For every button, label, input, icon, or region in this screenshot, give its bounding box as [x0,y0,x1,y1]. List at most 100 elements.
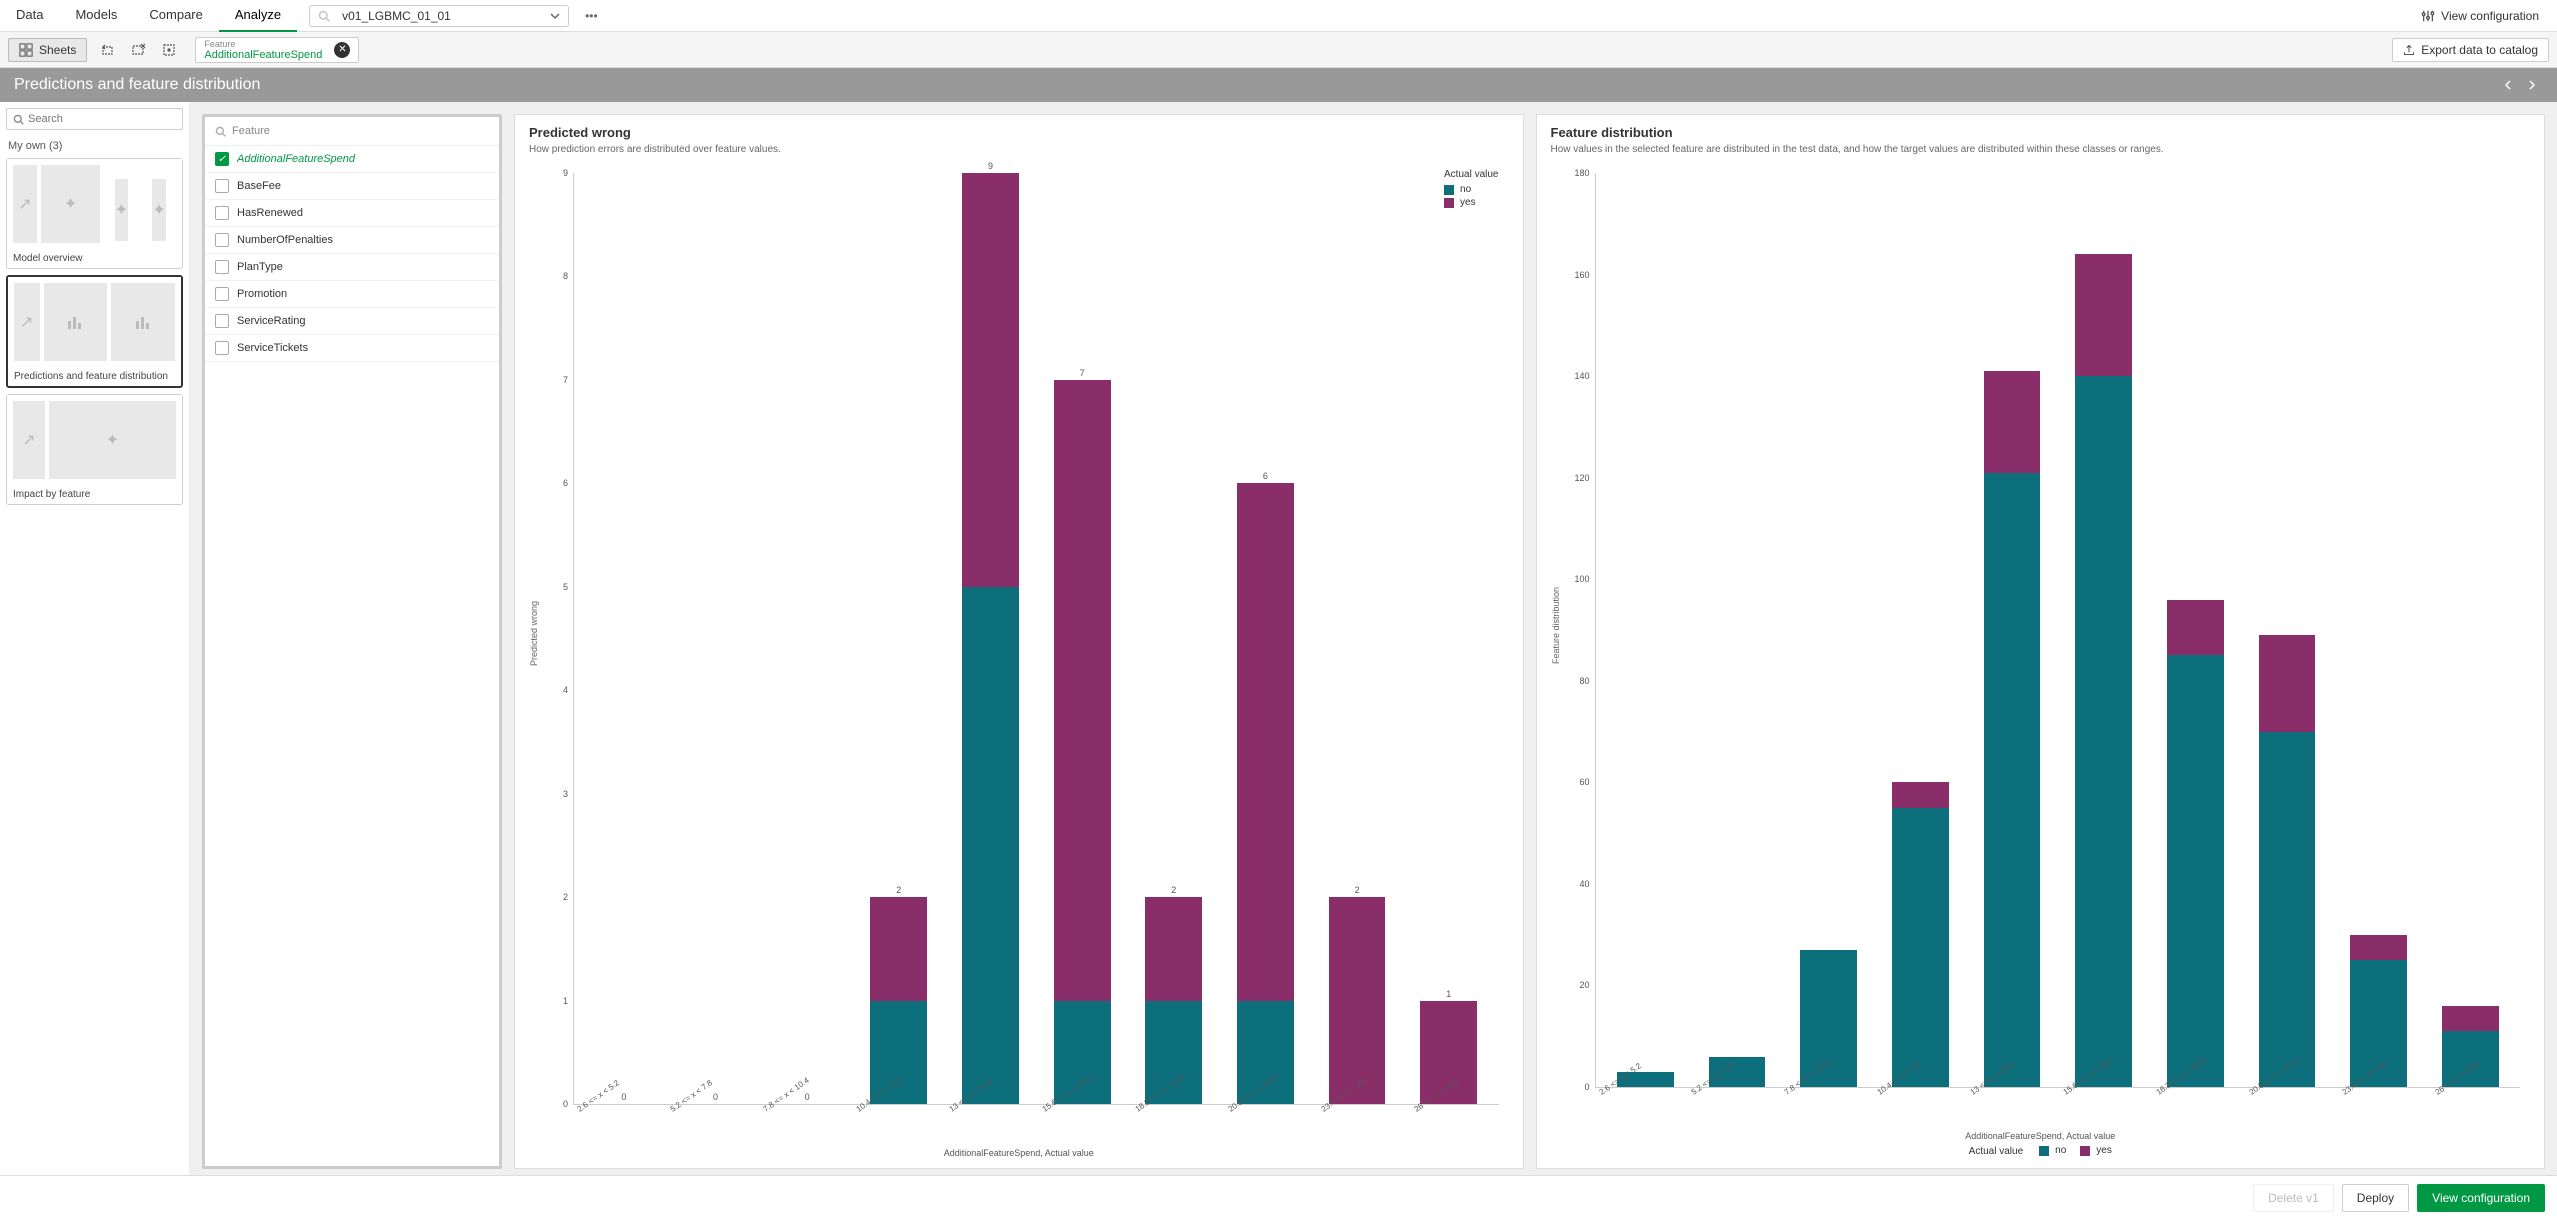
legend-item: yes [2080,1145,2112,1156]
x-axis-label: AdditionalFeatureSpend, Actual value [529,1148,1509,1158]
bar [1966,173,2058,1087]
feature-search-label: Feature [232,125,270,137]
undo-selection-icon[interactable] [99,40,119,60]
chip-close-icon[interactable]: ✕ [334,42,350,58]
bar [2424,173,2516,1087]
bar [2149,173,2241,1087]
sheets-label: Sheets [39,43,76,57]
search-icon [318,10,330,22]
chip-label: Feature [204,39,322,49]
feature-label: HasRenewed [237,207,303,219]
bar: 1 [1403,173,1495,1104]
sliders-icon [2421,9,2435,23]
feature-distribution-chart: Feature distribution How values in the s… [1536,114,2546,1169]
tab-models[interactable]: Models [59,0,133,32]
model-selector[interactable]: v01_LGBMC_01_01 [309,5,569,27]
sheet-card[interactable]: ↗✦Impact by feature [6,394,183,505]
next-sheet-button[interactable] [2521,74,2543,96]
checkbox-icon [215,179,229,193]
bar: 2 [1311,173,1403,1104]
checkbox-icon [215,206,229,220]
feature-item[interactable]: Promotion [205,281,499,308]
page-title: Predictions and feature distribution [14,76,260,94]
search-icon [13,114,24,125]
feature-search[interactable]: Feature [205,117,499,146]
feature-item[interactable]: NumberOfPenalties [205,227,499,254]
bar: 2 [853,173,945,1104]
feature-label: ServiceTickets [237,342,308,354]
tab-compare[interactable]: Compare [133,0,218,32]
feature-label: AdditionalFeatureSpend [237,153,355,165]
bar [2058,173,2150,1087]
more-menu-button[interactable]: ••• [577,5,606,27]
footer-bar: Delete v1 Deploy View configuration [0,1175,2557,1219]
search-icon [215,126,226,137]
sheet-card[interactable]: ↗✦✦✦Model overview [6,158,183,269]
checkbox-icon [215,233,229,247]
bar: 7 [1036,173,1128,1104]
chart-subtitle: How values in the selected feature are d… [1551,144,2531,155]
feature-label: BaseFee [237,180,281,192]
grid-icon [19,43,33,57]
chevron-down-icon [550,11,560,21]
checkbox-icon [215,287,229,301]
bar [2241,173,2333,1087]
sheet-title: Impact by feature [7,485,182,504]
nav-tabs: Data Models Compare Analyze [0,0,297,32]
feature-item[interactable]: ServiceRating [205,308,499,335]
chart-subtitle: How prediction errors are distributed ov… [529,144,1509,155]
bar [2333,173,2425,1087]
bar: 6 [1220,173,1312,1104]
sidebar-search[interactable] [6,108,183,130]
feature-label: PlanType [237,261,283,273]
sheet-title: Model overview [7,249,182,268]
feature-item[interactable]: HasRenewed [205,200,499,227]
smart-select-icon[interactable] [159,40,179,60]
checkbox-icon: ✓ [215,152,229,166]
legend-item: no [2039,1145,2066,1156]
sheets-button[interactable]: Sheets [8,38,87,62]
sheets-sidebar: My own (3) ↗✦✦✦Model overview↗Prediction… [0,102,190,1181]
export-icon [2403,44,2415,56]
feature-item[interactable]: BaseFee [205,173,499,200]
view-configuration-footer-button[interactable]: View configuration [2417,1184,2545,1212]
sheet-card[interactable]: ↗Predictions and feature distribution [6,275,183,388]
bar: 0 [761,173,853,1104]
model-name: v01_LGBMC_01_01 [342,9,451,23]
bar [1783,173,1875,1087]
x-axis-label: AdditionalFeatureSpend, Actual value [1551,1131,2531,1141]
chart-legend-bottom: Actual value no yes [1551,1145,2531,1158]
y-axis-label: Feature distribution [1551,587,1561,664]
export-data-button[interactable]: Export data to catalog [2392,38,2549,62]
feature-item[interactable]: ServiceTickets [205,335,499,362]
tab-analyze[interactable]: Analyze [219,0,297,32]
predicted-wrong-chart: Predicted wrong How prediction errors ar… [514,114,1524,1169]
feature-label: NumberOfPenalties [237,234,333,246]
view-configuration-button[interactable]: View configuration [2411,3,2549,29]
sheet-title: Predictions and feature distribution [8,367,181,386]
sidebar-group-label: My own (3) [8,140,181,152]
page-title-bar: Predictions and feature distribution [0,68,2557,102]
chart-title: Predicted wrong [529,125,1509,140]
feature-label: Promotion [237,288,287,300]
feature-filter-chip[interactable]: Feature AdditionalFeatureSpend ✕ [195,37,359,63]
clear-selection-icon[interactable] [129,40,149,60]
feature-item[interactable]: PlanType [205,254,499,281]
checkbox-icon [215,341,229,355]
bar: 2 [1128,173,1220,1104]
checkbox-icon [215,314,229,328]
deploy-button[interactable]: Deploy [2342,1184,2409,1212]
feature-item[interactable]: ✓ AdditionalFeatureSpend [205,146,499,173]
tab-data[interactable]: Data [0,0,59,32]
sidebar-search-input[interactable] [28,113,176,125]
bar [1600,173,1692,1087]
main-area: My own (3) ↗✦✦✦Model overview↗Prediction… [0,102,2557,1181]
prev-sheet-button[interactable] [2497,74,2519,96]
legend-title: Actual value [1969,1146,2023,1157]
plot-area: 0123456789 0002972621 [573,173,1499,1105]
bar: 0 [578,173,670,1104]
bar: 9 [945,173,1037,1104]
toolbar: Sheets Feature AdditionalFeatureSpend ✕ … [0,32,2557,68]
export-label: Export data to catalog [2421,43,2538,57]
bar [1874,173,1966,1087]
